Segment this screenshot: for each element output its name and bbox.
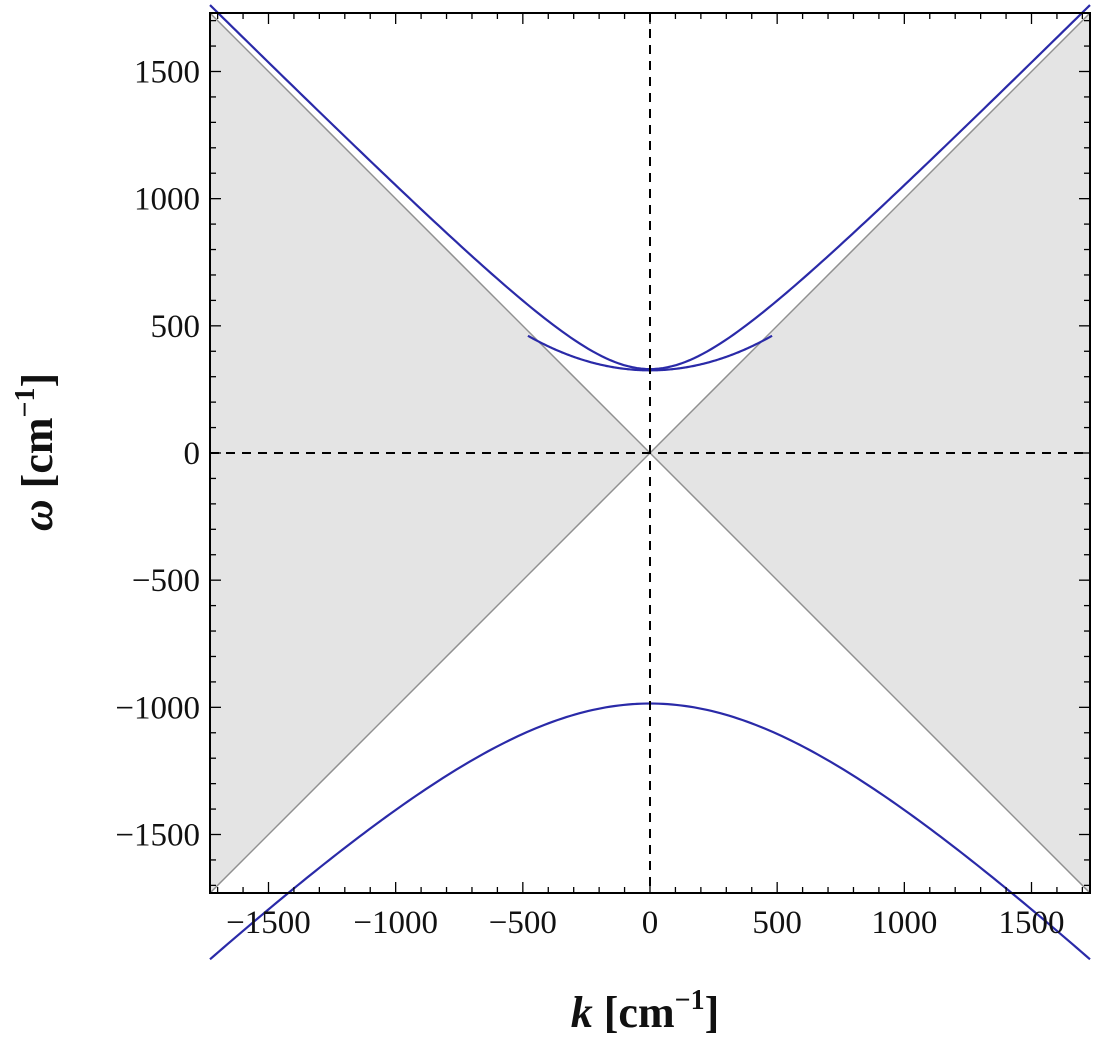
x-axis-label: k [cm−1] <box>571 985 719 1037</box>
y-tick-label: 0 <box>184 436 201 472</box>
y-tick-label: −1000 <box>115 690 200 726</box>
x-tick-label: 1500 <box>999 905 1065 941</box>
y-axis-unit-exponent: −1 <box>10 388 41 418</box>
x-tick-labels: −1500 −1000 −500 0 500 1000 1500 <box>226 905 1064 941</box>
x-tick-label: −1000 <box>353 905 438 941</box>
shaded-region-left <box>210 13 650 893</box>
y-axis-unit: [cm <box>13 417 62 499</box>
y-tick-label: 1000 <box>134 182 200 218</box>
reference-lines <box>210 13 1090 893</box>
x-tick-label: −500 <box>489 905 557 941</box>
y-tick-label: −500 <box>132 563 200 599</box>
x-tick-label: 0 <box>642 905 659 941</box>
x-tick-label: 500 <box>752 905 802 941</box>
y-tick-label: 500 <box>151 309 201 345</box>
x-tick-label: 1000 <box>871 905 937 941</box>
y-axis-label: ω [cm−1] <box>10 373 62 531</box>
x-axis-symbol: k <box>571 988 593 1037</box>
y-tick-label: −1500 <box>115 818 200 854</box>
x-axis-unit-close: ] <box>705 988 720 1037</box>
y-axis-unit-close: ] <box>13 373 62 388</box>
x-axis-unit: [cm <box>593 988 675 1037</box>
x-tick-label: −1500 <box>226 905 311 941</box>
y-tick-labels: −1500 −1000 −500 0 500 1000 1500 <box>115 54 200 853</box>
y-tick-label: 1500 <box>134 54 200 90</box>
y-axis-symbol: ω <box>13 499 62 531</box>
plot-frame <box>209 12 1091 894</box>
x-axis-unit-exponent: −1 <box>675 985 705 1016</box>
